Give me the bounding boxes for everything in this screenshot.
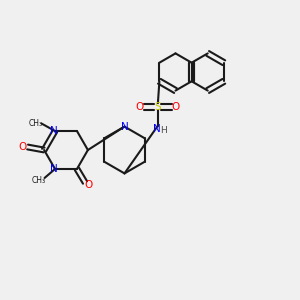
Text: N: N [50, 126, 57, 136]
Text: CH₃: CH₃ [32, 176, 46, 185]
Text: H: H [160, 126, 167, 135]
Text: O: O [85, 181, 93, 190]
Text: S: S [154, 102, 161, 112]
Text: O: O [18, 142, 26, 152]
Text: O: O [136, 102, 144, 112]
Text: N: N [50, 164, 57, 174]
Text: N: N [121, 122, 128, 132]
Text: N: N [152, 124, 160, 134]
Text: O: O [172, 102, 180, 112]
Text: CH₃: CH₃ [28, 119, 43, 128]
